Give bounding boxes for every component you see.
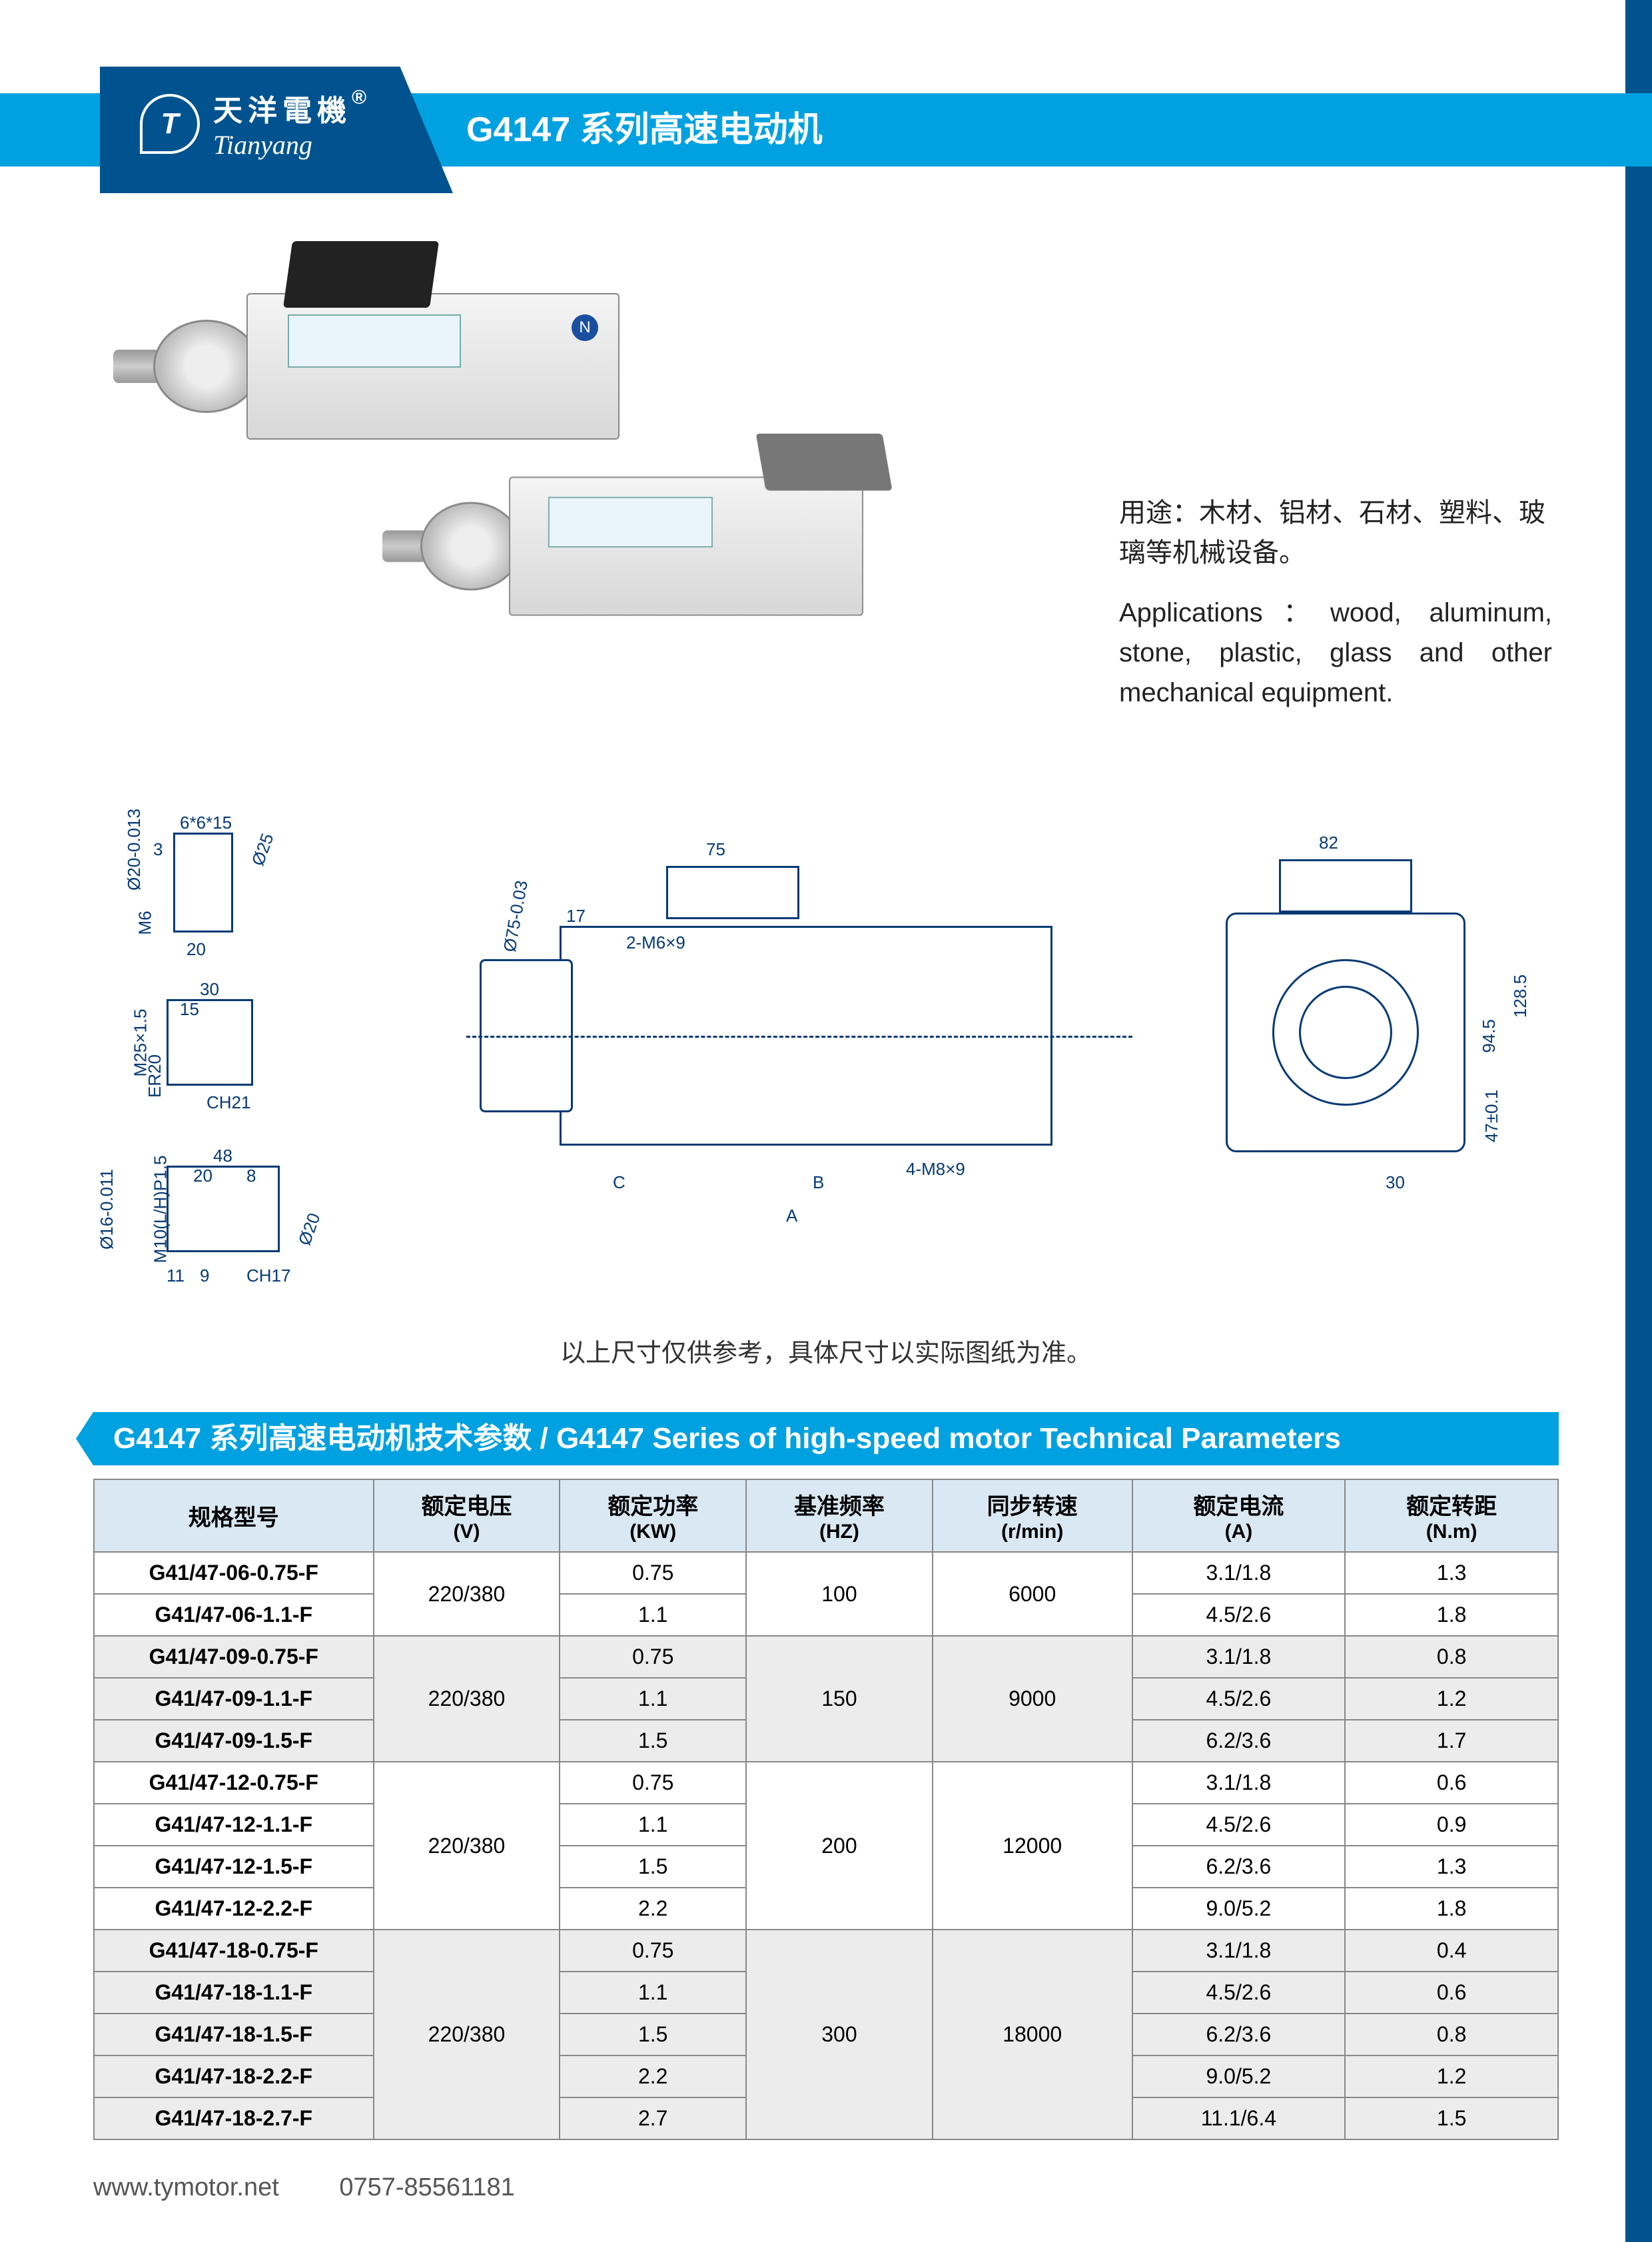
cell-model: G41/47-12-2.2-F [94, 1888, 374, 1930]
section-header: G4147 系列高速电动机技术参数 / G4147 Series of high… [93, 1412, 1559, 1465]
table-header: 基准频率(HZ) [746, 1479, 933, 1552]
cell-amp: 9.0/5.2 [1132, 2055, 1346, 2097]
cell-kw: 2.2 [560, 1888, 746, 1930]
cell-model: G41/47-18-1.1-F [94, 1972, 374, 2014]
table-header: 规格型号 [94, 1479, 374, 1552]
table-row: G41/47-12-0.75-F220/3800.75200120003.1/1… [94, 1762, 1558, 1804]
cell-kw: 1.5 [560, 2014, 746, 2055]
footer-url: www.tymotor.net [93, 2173, 279, 2201]
logo-icon: T [140, 94, 200, 154]
cell-hz: 100 [746, 1552, 933, 1636]
cell-nm: 1.8 [1345, 1888, 1558, 1930]
cell-amp: 4.5/2.6 [1132, 1594, 1346, 1636]
cell-rpm: 6000 [933, 1552, 1132, 1636]
cell-amp: 6.2/3.6 [1132, 2014, 1346, 2055]
table-header: 同步转速(r/min) [933, 1479, 1132, 1552]
cell-kw: 1.5 [560, 1720, 746, 1762]
spec-table: 规格型号额定电压(V)额定功率(KW)基准频率(HZ)同步转速(r/min)额定… [93, 1479, 1559, 2140]
table-header: 额定转距(N.m) [1345, 1479, 1558, 1552]
footer: www.tymotor.net 0757-85561181 [93, 2173, 515, 2202]
cell-voltage: 220/380 [374, 1762, 560, 1930]
applications-text: 用途：木材、铝材、石材、塑料、玻璃等机械设备。 Applications：woo… [1119, 493, 1552, 733]
cell-kw: 0.75 [560, 1636, 746, 1678]
applications-cn: 用途：木材、铝材、石材、塑料、玻璃等机械设备。 [1119, 493, 1552, 573]
cell-amp: 3.1/1.8 [1132, 1762, 1346, 1804]
cell-model: G41/47-18-1.5-F [94, 2014, 374, 2055]
cell-amp: 6.2/3.6 [1132, 1846, 1346, 1888]
cell-nm: 0.6 [1345, 1972, 1558, 2014]
cell-kw: 1.1 [560, 1972, 746, 2014]
technical-drawings: Ø20-0.013 6*6*15 3 Ø25 M6 20 M25×1.5 30 … [93, 813, 1559, 1319]
page-title: G4147 系列高速电动机 [466, 93, 823, 167]
cell-kw: 0.75 [560, 1552, 746, 1594]
brand-cn: 天洋電機® [213, 87, 372, 129]
cell-kw: 2.7 [560, 2097, 746, 2139]
table-header: 额定电流(A) [1132, 1479, 1346, 1552]
cell-kw: 1.1 [560, 1678, 746, 1720]
cell-voltage: 220/380 [374, 1930, 560, 2139]
cell-amp: 3.1/1.8 [1132, 1636, 1346, 1678]
cell-voltage: 220/380 [374, 1552, 560, 1636]
cell-nm: 1.5 [1345, 2097, 1558, 2139]
cell-nm: 0.8 [1345, 1636, 1558, 1678]
table-header: 额定功率(KW) [560, 1479, 746, 1552]
cell-rpm: 12000 [933, 1762, 1132, 1930]
cell-amp: 6.2/3.6 [1132, 1720, 1346, 1762]
brand-logo: T 天洋電機® Tianyang [100, 67, 453, 193]
table-row: G41/47-06-0.75-F220/3800.7510060003.1/1.… [94, 1552, 1558, 1594]
cell-model: G41/47-12-1.1-F [94, 1804, 374, 1846]
right-edge-stripe [1625, 0, 1652, 2242]
cell-model: G41/47-18-0.75-F [94, 1930, 374, 1972]
cell-hz: 150 [746, 1636, 933, 1762]
cell-amp: 4.5/2.6 [1132, 1678, 1346, 1720]
cell-model: G41/47-06-0.75-F [94, 1552, 374, 1594]
table-row: G41/47-18-0.75-F220/3800.75300180003.1/1… [94, 1930, 1558, 1972]
cell-rpm: 9000 [933, 1636, 1132, 1762]
cell-model: G41/47-12-0.75-F [94, 1762, 374, 1804]
cell-nm: 0.4 [1345, 1930, 1558, 1972]
table-row: G41/47-09-0.75-F220/3800.7515090003.1/1.… [94, 1636, 1558, 1678]
footer-phone: 0757-85561181 [339, 2173, 514, 2201]
cell-nm: 1.8 [1345, 1594, 1558, 1636]
cell-nm: 0.9 [1345, 1804, 1558, 1846]
cell-nm: 1.2 [1345, 2055, 1558, 2097]
cell-amp: 11.1/6.4 [1132, 2097, 1346, 2139]
cell-amp: 4.5/2.6 [1132, 1972, 1346, 2014]
brand-en: Tianyang [213, 129, 372, 161]
cell-model: G41/47-09-1.5-F [94, 1720, 374, 1762]
cell-amp: 9.0/5.2 [1132, 1888, 1346, 1930]
cell-nm: 1.2 [1345, 1678, 1558, 1720]
cell-nm: 1.7 [1345, 1720, 1558, 1762]
cell-voltage: 220/380 [374, 1636, 560, 1762]
cell-hz: 200 [746, 1762, 933, 1930]
cell-kw: 1.5 [560, 1846, 746, 1888]
applications-en: Applications：wood, aluminum, stone, plas… [1119, 593, 1552, 713]
cell-model: G41/47-12-1.5-F [94, 1846, 374, 1888]
cell-kw: 0.75 [560, 1762, 746, 1804]
cell-model: G41/47-06-1.1-F [94, 1594, 374, 1636]
product-photo: N [153, 253, 1046, 759]
cell-rpm: 18000 [933, 1930, 1132, 2139]
cell-amp: 4.5/2.6 [1132, 1804, 1346, 1846]
cell-nm: 1.3 [1345, 1552, 1558, 1594]
cell-kw: 1.1 [560, 1804, 746, 1846]
cell-nm: 0.8 [1345, 2014, 1558, 2055]
cell-amp: 3.1/1.8 [1132, 1552, 1346, 1594]
cell-nm: 1.3 [1345, 1846, 1558, 1888]
cell-nm: 0.6 [1345, 1762, 1558, 1804]
cell-kw: 2.2 [560, 2055, 746, 2097]
cell-hz: 300 [746, 1930, 933, 2139]
cell-model: G41/47-09-1.1-F [94, 1678, 374, 1720]
table-header: 额定电压(V) [374, 1479, 560, 1552]
cell-kw: 0.75 [560, 1930, 746, 1972]
cell-model: G41/47-09-0.75-F [94, 1636, 374, 1678]
cell-amp: 3.1/1.8 [1132, 1930, 1346, 1972]
cell-model: G41/47-18-2.2-F [94, 2055, 374, 2097]
cell-kw: 1.1 [560, 1594, 746, 1636]
cell-model: G41/47-18-2.7-F [94, 2097, 374, 2139]
drawing-note: 以上尺寸仅供参考，具体尺寸以实际图纸为准。 [0, 1332, 1652, 1369]
